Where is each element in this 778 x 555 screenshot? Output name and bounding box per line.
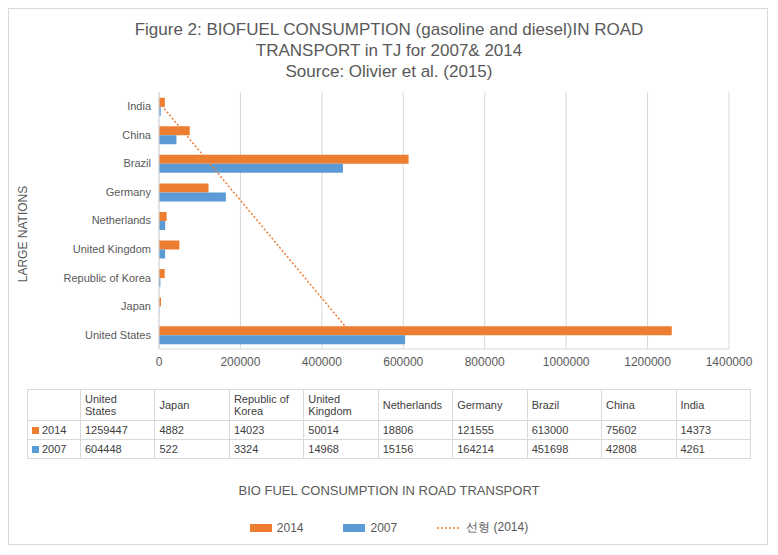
html-text:India: India: [680, 399, 705, 411]
html-text:Source: Olivier et al. (2015): Source: Olivier et al. (2015): [285, 62, 493, 81]
svg-text:200000: 200000: [220, 355, 260, 369]
svg-text:Japan: Japan: [121, 300, 151, 312]
html-text:42808: 42808: [606, 443, 637, 455]
html-text:Japan: Japan: [159, 399, 190, 411]
html-text:4261: 4261: [680, 443, 705, 455]
html-text:Germany: Germany: [457, 399, 503, 411]
svg-text:1200000: 1200000: [624, 355, 671, 369]
svg-text:600000: 600000: [383, 355, 423, 369]
html-text:United States: United States: [85, 393, 117, 417]
html-text:Netherlands: Netherlands: [382, 399, 443, 411]
svg-text:1400000: 1400000: [706, 355, 753, 369]
html-text:LARGE NATIONS: LARGE NATIONS: [16, 185, 30, 283]
html-text:2014: 2014: [42, 424, 67, 436]
html-text:2007: 2007: [42, 443, 67, 455]
html-text:14023: 14023: [233, 424, 265, 436]
svg-text:Brazil: Brazil: [123, 157, 151, 169]
html-text:14968: 14968: [308, 443, 339, 455]
svg-text:China: China: [122, 129, 152, 141]
html-text:BIO FUEL CONSUMPTION IN ROAD T: BIO FUEL CONSUMPTION IN ROAD TRANSPORT: [238, 483, 540, 498]
html-text:522: 522: [159, 443, 178, 455]
html-text:United Kingdom: United Kingdom: [308, 393, 352, 417]
html-text:14373: 14373: [680, 424, 712, 436]
html-text:Republic of Korea: Republic of Korea: [233, 393, 289, 417]
html-text:121555: 121555: [457, 424, 494, 436]
html-text:1259447: 1259447: [85, 424, 128, 436]
html-text:4882: 4882: [159, 424, 184, 436]
svg-text:India: India: [127, 100, 152, 112]
svg-text:0: 0: [156, 355, 163, 369]
html-text:China: China: [606, 399, 635, 411]
svg-text:Germany: Germany: [106, 186, 152, 198]
svg-text:Republic of Korea: Republic of Korea: [64, 272, 152, 284]
html-text:50014: 50014: [308, 424, 339, 436]
svg-text:400000: 400000: [302, 355, 342, 369]
svg-text:United Kingdom: United Kingdom: [73, 243, 151, 255]
svg-text:United States: United States: [85, 329, 152, 341]
html-text:2014: 2014: [276, 520, 304, 535]
svg-text:1000000: 1000000: [543, 355, 590, 369]
html-text:3324: 3324: [233, 443, 259, 455]
html-text:15156: 15156: [382, 443, 414, 455]
html-text:Figure 2: BIOFUEL CONSUMPTION: Figure 2: BIOFUEL CONSUMPTION (gasoline …: [134, 20, 644, 60]
html-text:164214: 164214: [457, 443, 494, 455]
html-text:613000: 613000: [531, 424, 569, 436]
html-text:604448: 604448: [85, 443, 122, 455]
html-text:451698: 451698: [531, 443, 569, 455]
html-text:2007: 2007: [370, 520, 398, 535]
svg-text:Netherlands: Netherlands: [92, 214, 152, 226]
html-text:75602: 75602: [606, 424, 637, 436]
html-text:선형 (2014): 선형 (2014): [466, 520, 529, 534]
html-text:Brazil: Brazil: [531, 399, 560, 411]
svg-text:800000: 800000: [465, 355, 505, 369]
html-text:18806: 18806: [382, 424, 414, 436]
